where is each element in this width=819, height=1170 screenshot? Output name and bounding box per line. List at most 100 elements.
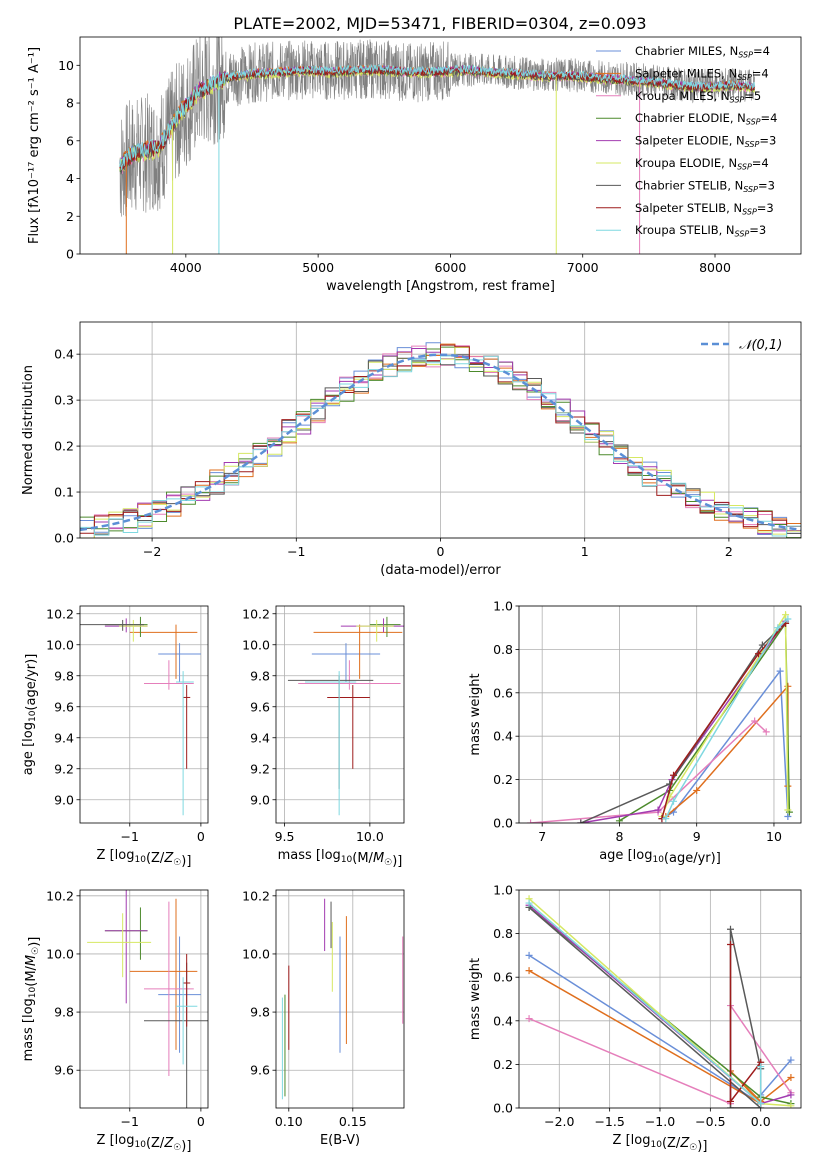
mass-weight-line: [528, 906, 762, 1108]
label-part: )]: [392, 854, 402, 869]
label-part: ⁻¹: [27, 52, 42, 64]
legend-entry: 𝒩(0,1): [739, 338, 782, 353]
mass-weight-marker: [757, 1100, 765, 1108]
x-tick-label: −2: [143, 544, 161, 559]
mass-weight-marker: [693, 786, 701, 794]
y-axis-label: Flux [fλ10⁻¹⁷ erg cm⁻² s⁻¹ A⁻¹]: [27, 47, 42, 244]
legend-sub: SSP: [737, 73, 752, 82]
plot-area: [80, 342, 801, 538]
plot-area: [281, 898, 404, 1100]
y-tick-label: 10.0: [46, 637, 74, 652]
label-part: fλ: [27, 195, 42, 208]
legend-entry: Kroupa ELODIE, NSSP=4: [635, 156, 769, 172]
label-part: log: [21, 722, 36, 742]
legend-sub: SSP: [742, 207, 757, 216]
y-tick-label: 0.4: [493, 1013, 513, 1028]
y-tick-label: 10.0: [46, 946, 74, 961]
legend-text: =3: [758, 178, 775, 192]
legend-text: Kroupa MILES, N: [635, 89, 730, 103]
x-axis-label: E(B-V): [320, 1133, 360, 1148]
y-tick-label: 10.2: [46, 606, 74, 621]
mass-weight-marker: [784, 812, 792, 820]
label-part: Z: [679, 1136, 690, 1151]
x-tick-label: −1: [121, 1114, 139, 1129]
legend-sub: SSP: [745, 140, 760, 149]
histogram-series: [80, 355, 801, 537]
label-part: (M/: [352, 851, 373, 866]
label-part: (age/yr)]: [24, 654, 39, 711]
mass-weight-line: [528, 902, 762, 1106]
legend-text: =4: [752, 66, 769, 80]
legend-text: Kroupa ELODIE, N: [635, 156, 737, 170]
y-tick-label: 9.6: [250, 699, 270, 714]
y-axis-label: mass weight: [468, 673, 483, 755]
legend-text: Salpeter MILES, N: [635, 66, 737, 80]
y-tick-label: 0.8: [493, 926, 513, 941]
mass-weight-marker: [527, 819, 535, 823]
legend-text: =4: [752, 156, 769, 170]
x-tick-label: 0.15: [339, 1114, 367, 1129]
x-tick-label: 8000: [699, 260, 731, 275]
mass-weight-marker: [727, 1104, 734, 1108]
y-tick-label: 0.0: [54, 531, 74, 546]
gaussian-curve: [80, 353, 801, 532]
label-part: ⁻²: [27, 100, 42, 112]
legend-entry: Salpeter STELIB, NSSP=3: [635, 201, 774, 217]
legend-text: Kroupa STELIB, N: [635, 223, 735, 237]
y-tick-label: 0.2: [54, 439, 74, 454]
y-tick-label: 4: [66, 171, 74, 186]
x-axis-label: Z [log10(Z/Z☉)]: [613, 1133, 708, 1154]
label-part: )]: [181, 854, 191, 869]
axes-frame: [79, 889, 209, 1109]
y-tick-label: 0.0: [493, 1101, 513, 1116]
y-tick-label: 9.6: [54, 1063, 74, 1078]
mass-weight-marker: [784, 682, 792, 690]
label-part: Z [: [613, 1133, 631, 1148]
mass-weight-marker: [787, 1073, 795, 1081]
chart-massweight_vs_Z: −2.0 −1.5 −1.0 −0.5 0.0 0.0 0.2 0.4 0.6 0.8 1.0 Z […: [468, 883, 802, 1154]
legend-text: =3: [759, 134, 776, 148]
x-tick-label: 0: [437, 544, 445, 559]
label-part: log: [321, 848, 341, 863]
label-part: (age/yr)]: [664, 851, 721, 866]
x-tick-label: −1.0: [645, 1114, 675, 1129]
label-sub: ☉: [173, 1143, 181, 1153]
axes-frame: [518, 605, 802, 824]
x-tick-label: 8: [615, 829, 623, 844]
label-part: log: [631, 1133, 651, 1148]
legend-entry: Salpeter MILES, NSSP=4: [635, 66, 769, 82]
mass-weight-marker: [525, 1015, 533, 1023]
x-tick-label: −1: [287, 544, 305, 559]
label-sub: 10: [652, 855, 664, 865]
y-tick-label: 0: [66, 247, 74, 262]
x-tick-label: 4000: [170, 260, 202, 275]
legend-text: Chabrier ELODIE, N: [635, 111, 746, 125]
mass-weight-marker: [577, 819, 585, 823]
label-part: age [: [21, 742, 36, 775]
plot-area: [119, 37, 756, 254]
y-tick-label: 0.1: [54, 485, 74, 500]
x-tick-label: 0: [197, 829, 205, 844]
x-axis-label: Z [log10(Z/Z☉)]: [97, 848, 192, 869]
x-tick-label: −1: [121, 829, 139, 844]
y-tick-label: 0.6: [493, 970, 513, 985]
chart-age_vs_Z: −1 09.09.29.49.69.810.010.2Z [log10(Z/Z☉)…: [21, 605, 209, 869]
label-part: wavelength [Angstrom, rest frame]: [326, 279, 555, 294]
x-tick-label: 2: [725, 544, 733, 559]
label-part: log: [115, 848, 135, 863]
x-axis-label: age [log10(age/yr)]: [599, 848, 721, 866]
y-tick-label: 10.0: [242, 637, 270, 652]
label-sub: 10: [28, 710, 38, 722]
y-tick-label: 10: [58, 58, 74, 73]
y-tick-label: 6: [66, 133, 74, 148]
mass-weight-marker: [776, 667, 784, 675]
legend-entry: Chabrier STELIB, NSSP=3: [635, 178, 775, 194]
y-tick-label: 10.2: [242, 606, 270, 621]
x-axis-label: mass [log10(M/M☉)]: [278, 848, 403, 869]
plot-area: [527, 611, 793, 823]
label-sub: 10: [651, 1140, 663, 1150]
label-part: Z [: [97, 848, 115, 863]
legend-text: =5: [744, 89, 761, 103]
label-part: log: [115, 1133, 135, 1148]
